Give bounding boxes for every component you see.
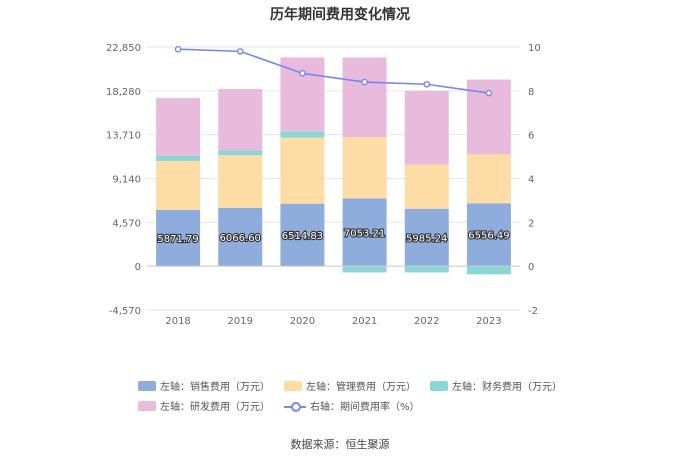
y-right-tick-label: 6	[528, 131, 534, 142]
expense-rate-point-2020	[299, 70, 306, 77]
data-label-sales-2018: 5871.79	[157, 234, 198, 245]
bar-2019-series-1	[218, 155, 263, 208]
bar-2018-series-2	[156, 155, 201, 161]
legend-swatch-expense-rate	[284, 401, 306, 412]
legend-swatch-finance	[430, 380, 448, 391]
chart-title: 历年期间费用变化情况	[270, 7, 410, 23]
data-label-sales-2023: 6556.49	[468, 231, 509, 242]
bar-2018-series-0	[156, 209, 201, 267]
chart-plot: -4,570 0 4,570 9,140 13,710 18,280 22,850 -2 0 2 4…	[106, 43, 541, 327]
bar-2022-series-0	[404, 208, 449, 267]
y-left-tick-label: 9,140	[112, 175, 141, 186]
bar-2021-series-1	[342, 137, 387, 199]
data-label-sales-2022: 5985.24	[406, 233, 447, 244]
y-left-tick-label: 4,570	[112, 218, 141, 229]
legend-item-sales[interactable]: 左轴：销售费用（万元）	[138, 378, 270, 393]
expense-rate-point-2019	[236, 48, 244, 55]
expense-rate-line	[178, 48, 490, 94]
bar-2019-series-0	[218, 207, 263, 267]
legend-label-expense-rate: 右轴：期间费用率（%）	[310, 402, 420, 413]
legend-label-sales: 左轴：销售费用（万元）	[160, 382, 270, 393]
legend-label-rnd: 左轴：研发费用（万元）	[160, 402, 270, 413]
x-tick-label: 2023	[476, 316, 501, 327]
legend-row-2: 左轴：研发费用（万元） 右轴：期间费用率（%）	[138, 398, 434, 413]
bar-2023-series-1	[466, 154, 511, 204]
bar-2022-series-2	[404, 266, 449, 273]
expense-rate-point-2021	[361, 78, 368, 86]
legend-label-finance: 左轴：财务费用（万元）	[452, 382, 562, 393]
y-left-tick-label: 13,710	[106, 131, 141, 142]
bar-2020-series-1	[280, 137, 325, 204]
data-label-sales-2021: 7053.21	[344, 228, 385, 239]
y-right-tick-label: 4	[528, 175, 534, 186]
legend-item-expense-rate[interactable]: 右轴：期间费用率（%）	[284, 398, 420, 413]
legend-item-rnd[interactable]: 左轴：研发费用（万元）	[138, 398, 270, 413]
y-left-tick-label: -4,570	[109, 306, 141, 317]
legend-swatch-rnd	[138, 400, 156, 411]
bar-2018-series-3	[156, 98, 201, 156]
bar-2021-series-2	[342, 266, 387, 273]
y-right-tick-label: 8	[528, 87, 534, 98]
x-tick-label: 2019	[228, 316, 253, 327]
bar-2019-series-2	[218, 150, 263, 156]
bar-2022-series-1	[404, 164, 449, 209]
bar-2018-series-1	[156, 160, 201, 210]
bar-2021-series-3	[342, 57, 387, 138]
x-tick-label: 2018	[165, 316, 190, 327]
legend-row-1: 左轴：销售费用（万元） 左轴：管理费用（万元） 左轴：财务费用（万元）	[138, 378, 576, 393]
source-text: 数据来源：恒生聚源	[290, 438, 390, 451]
bar-2023-series-0	[466, 203, 511, 267]
bar-2020-series-2	[280, 131, 325, 138]
expense-rate-point-2018	[174, 45, 182, 53]
bar-2022-series-3	[404, 90, 449, 165]
legend-label-admin: 左轴：管理费用（万元）	[306, 382, 416, 393]
expense-rate-point-2022	[423, 80, 431, 88]
y-right-tick-label: 0	[528, 262, 534, 273]
expense-rate-point-2023	[485, 89, 493, 97]
legend-item-admin[interactable]: 左轴：管理费用（万元）	[284, 378, 416, 393]
legend-item-finance[interactable]: 左轴：财务费用（万元）	[430, 378, 562, 393]
y-right-tick-label: 10	[528, 43, 541, 54]
data-label-sales-2020: 6514.83	[282, 231, 323, 242]
legend-swatch-sales	[138, 380, 156, 391]
y-left-tick-label: 0	[135, 262, 141, 273]
x-tick-label: 2020	[290, 316, 315, 327]
y-left-tick-label: 22,850	[106, 43, 141, 54]
bar-2020-series-0	[280, 203, 325, 267]
y-right-tick-label: 2	[528, 218, 534, 229]
data-label-sales-2019: 6066.60	[220, 233, 261, 244]
x-tick-label: 2021	[352, 316, 377, 327]
y-left-tick-label: 18,280	[106, 87, 141, 98]
y-right-tick-label: -2	[528, 306, 538, 317]
bar-2020-series-3	[280, 57, 325, 132]
bar-2021-series-0	[342, 198, 387, 267]
legend-swatch-admin	[284, 380, 302, 391]
x-tick-label: 2022	[414, 316, 439, 327]
bar-2023-series-2	[466, 266, 511, 275]
bar-2019-series-3	[218, 89, 263, 151]
